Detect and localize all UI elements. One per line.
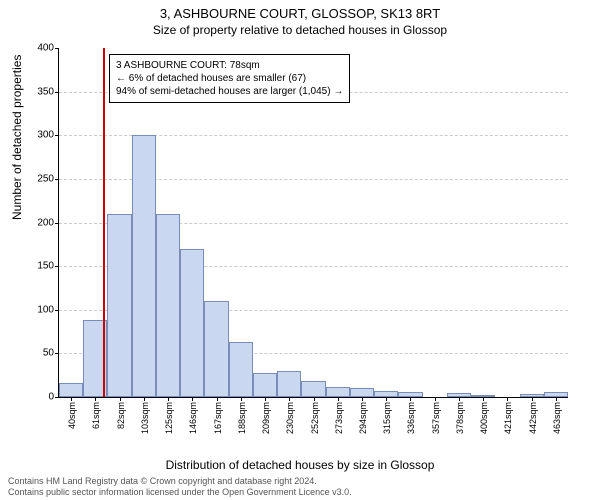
- histogram-bar: [132, 135, 156, 397]
- x-tick-label: 209sqm: [261, 402, 271, 434]
- annotation-line2: ← 6% of detached houses are smaller (67): [116, 72, 343, 85]
- y-tick-mark: [55, 353, 59, 354]
- y-tick-label: 0: [48, 392, 54, 403]
- histogram-bar: [277, 371, 301, 397]
- x-tick-label: 188sqm: [237, 402, 247, 434]
- footer-line2: Contains public sector information licen…: [8, 487, 352, 498]
- x-tick-mark: [144, 397, 145, 401]
- chart-area: 05010015020025030035040040sqm61sqm82sqm1…: [58, 48, 568, 398]
- y-tick-label: 100: [37, 304, 54, 315]
- copyright-footer: Contains HM Land Registry data © Crown c…: [8, 476, 352, 498]
- y-tick-label: 300: [37, 130, 54, 141]
- chart-title: 3, ASHBOURNE COURT, GLOSSOP, SK13 8RT: [0, 0, 600, 21]
- x-tick-label: 273sqm: [334, 402, 344, 434]
- y-tick-label: 250: [37, 173, 54, 184]
- y-tick-mark: [55, 48, 59, 49]
- histogram-bar: [326, 387, 350, 397]
- y-axis-label: Number of detached properties: [10, 55, 24, 220]
- y-tick-mark: [55, 310, 59, 311]
- x-tick-label: 167sqm: [213, 402, 223, 434]
- histogram-bar: [301, 381, 325, 397]
- y-tick-label: 50: [43, 348, 54, 359]
- x-tick-label: 463sqm: [552, 402, 562, 434]
- y-tick-label: 350: [37, 86, 54, 97]
- x-tick-label: 40sqm: [67, 402, 77, 429]
- x-tick-mark: [265, 397, 266, 401]
- y-tick-label: 200: [37, 217, 54, 228]
- x-tick-mark: [217, 397, 218, 401]
- histogram-bar: [156, 214, 180, 397]
- x-tick-mark: [556, 397, 557, 401]
- histogram-bar: [204, 301, 228, 397]
- x-tick-mark: [362, 397, 363, 401]
- histogram-bar: [107, 214, 131, 397]
- y-tick-mark: [55, 135, 59, 136]
- x-tick-mark: [435, 397, 436, 401]
- x-tick-mark: [507, 397, 508, 401]
- x-tick-mark: [314, 397, 315, 401]
- x-tick-label: 315sqm: [382, 402, 392, 434]
- footer-line1: Contains HM Land Registry data © Crown c…: [8, 476, 352, 487]
- histogram-bar: [180, 249, 204, 397]
- chart-subtitle: Size of property relative to detached ho…: [0, 21, 600, 37]
- x-tick-mark: [192, 397, 193, 401]
- x-tick-label: 400sqm: [479, 402, 489, 434]
- y-tick-label: 400: [37, 43, 54, 54]
- y-tick-mark: [55, 397, 59, 398]
- x-tick-label: 146sqm: [188, 402, 198, 434]
- x-tick-mark: [338, 397, 339, 401]
- y-tick-mark: [55, 179, 59, 180]
- annotation-line1: 3 ASHBOURNE COURT: 78sqm: [116, 59, 343, 72]
- x-tick-mark: [289, 397, 290, 401]
- x-tick-label: 442sqm: [528, 402, 538, 434]
- x-tick-mark: [71, 397, 72, 401]
- x-tick-label: 294sqm: [358, 402, 368, 434]
- x-tick-label: 252sqm: [310, 402, 320, 434]
- x-tick-mark: [168, 397, 169, 401]
- x-tick-label: 103sqm: [140, 402, 150, 434]
- property-marker-line: [103, 48, 105, 397]
- x-tick-label: 61sqm: [91, 402, 101, 429]
- x-tick-mark: [241, 397, 242, 401]
- y-tick-mark: [55, 266, 59, 267]
- x-tick-label: 357sqm: [431, 402, 441, 434]
- x-axis-label: Distribution of detached houses by size …: [0, 458, 600, 472]
- x-tick-mark: [459, 397, 460, 401]
- histogram-bar: [350, 388, 374, 397]
- histogram-bar: [59, 383, 83, 397]
- x-tick-label: 421sqm: [503, 402, 513, 434]
- x-tick-label: 378sqm: [455, 402, 465, 434]
- y-tick-mark: [55, 92, 59, 93]
- x-tick-mark: [483, 397, 484, 401]
- x-tick-label: 82sqm: [116, 402, 126, 429]
- x-tick-mark: [386, 397, 387, 401]
- x-tick-mark: [532, 397, 533, 401]
- y-tick-label: 150: [37, 261, 54, 272]
- y-tick-mark: [55, 223, 59, 224]
- x-tick-label: 125sqm: [164, 402, 174, 434]
- x-tick-label: 336sqm: [406, 402, 416, 434]
- x-tick-mark: [95, 397, 96, 401]
- annotation-box: 3 ASHBOURNE COURT: 78sqm← 6% of detached…: [109, 54, 350, 103]
- annotation-line3: 94% of semi-detached houses are larger (…: [116, 85, 343, 98]
- x-tick-label: 230sqm: [285, 402, 295, 434]
- x-tick-mark: [410, 397, 411, 401]
- x-tick-mark: [120, 397, 121, 401]
- histogram-bar: [253, 373, 277, 397]
- histogram-bar: [229, 342, 253, 397]
